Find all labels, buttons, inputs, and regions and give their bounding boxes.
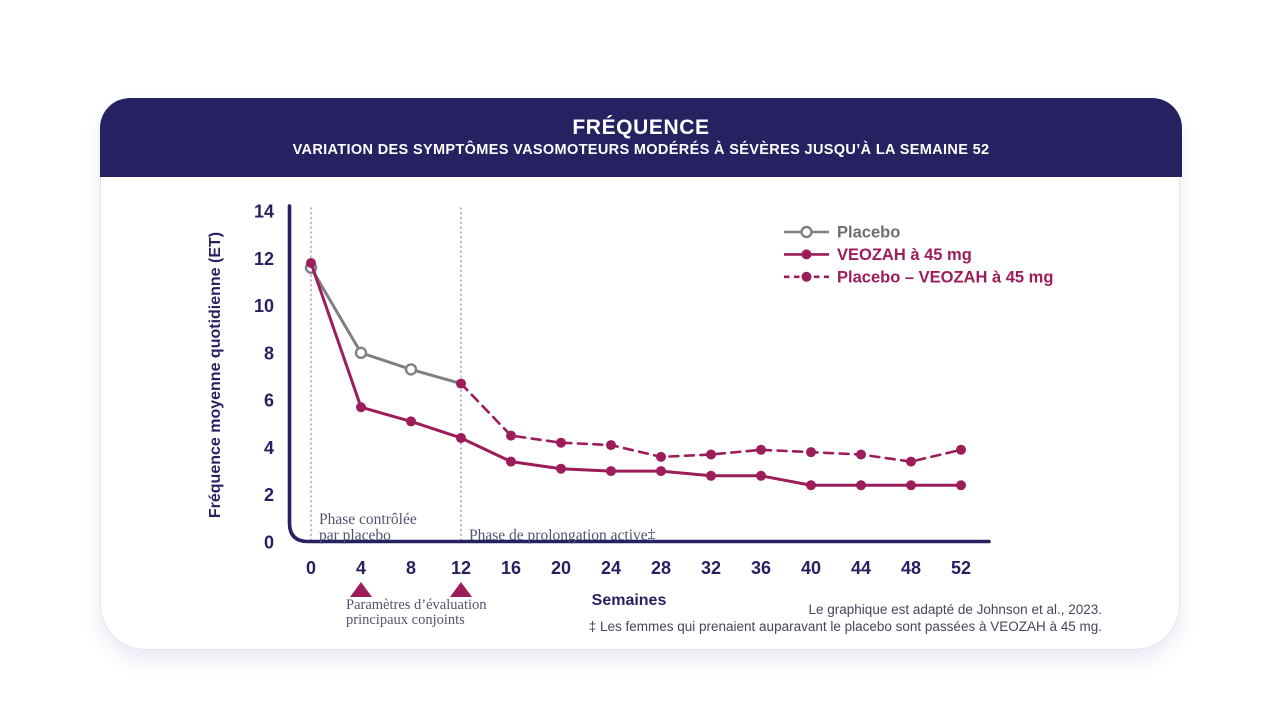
- x-tick-48: 48: [901, 558, 921, 578]
- footnote-dagger: ‡ Les femmes qui prenaient auparavant le…: [589, 619, 1102, 634]
- x-axis-title: Semaines: [592, 592, 667, 609]
- y-axis-tick-labels: 0 2 4 6 8 10 12 14: [254, 202, 274, 553]
- x-tick-28: 28: [651, 558, 671, 578]
- x-tick-16: 16: [501, 558, 521, 578]
- veozah-45-mg-point-week-8: [406, 416, 416, 427]
- placebo-veozah-45-mg-point-week-20: [556, 437, 566, 448]
- veozah-45-mg-point-week-44: [856, 480, 866, 491]
- chart-subtitle: VARIATION DES SYMPTÔMES VASOMOTEURS MODÉ…: [292, 142, 990, 159]
- y-axis-title: Fréquence moyenne quotidienne (ET): [207, 232, 224, 518]
- chart-title: FRÉQUENCE: [572, 116, 710, 140]
- legend-label-veozah-45-mg: VEOZAH à 45 mg: [837, 246, 972, 264]
- veozah-45-mg-point-week-36: [756, 470, 766, 481]
- coprimary-endpoint-triangles: [350, 582, 472, 597]
- veozah-45-mg-point-week-16: [506, 456, 516, 467]
- chart-card: FRÉQUENCE VARIATION DES SYMPTÔMES VASOMO…: [100, 98, 1182, 650]
- veozah-45-mg-point-week-40: [806, 480, 816, 491]
- x-axis-tick-labels: 0 4 8 12 16 20 24 28 32 36 40 44 48 52: [306, 558, 971, 578]
- veozah-45-mg-point-week-20: [556, 463, 566, 474]
- data-series: [304, 258, 966, 491]
- placebo-veozah-45-mg-point-week-44: [856, 449, 866, 460]
- y-tick-12: 12: [254, 249, 274, 269]
- x-tick-8: 8: [406, 558, 416, 578]
- veozah-45-mg-series: [306, 258, 966, 491]
- y-tick-0: 0: [264, 533, 274, 553]
- veozah-45-mg-point-week-4: [356, 402, 366, 413]
- reference-dotted-lines: [310, 207, 462, 542]
- legend-swatch-marker: [801, 271, 812, 282]
- placebo-veozah-45-mg-point-week-16: [506, 430, 516, 441]
- legend-swatch-marker: [800, 225, 813, 239]
- legend-label-placebo-veozah-45-mg: Placebo – VEOZAH à 45 mg: [837, 268, 1053, 286]
- legend-swatch-marker: [801, 249, 812, 260]
- footnote-adapted: Le graphique est adapté de Johnson et al…: [809, 602, 1102, 617]
- placebo-point-week-4: [354, 346, 368, 360]
- placebo-veozah-45-mg-point-week-36: [756, 444, 766, 455]
- placebo-veozah-45-mg-point-week-52: [956, 444, 966, 455]
- coprimary-label-line1: Paramètres d’évaluation: [346, 597, 487, 613]
- veozah-45-mg-point-week-0: [306, 258, 316, 269]
- x-tick-44: 44: [851, 558, 871, 578]
- y-tick-4: 4: [264, 438, 274, 458]
- card-header: FRÉQUENCE VARIATION DES SYMPTÔMES VASOMO…: [100, 98, 1182, 177]
- y-tick-6: 6: [264, 391, 274, 411]
- x-tick-32: 32: [701, 558, 721, 578]
- legend-item-veozah-45-mg: VEOZAH à 45 mg: [784, 246, 972, 264]
- placebo-veozah-45-mg-point-week-24: [606, 440, 616, 451]
- legend-item-placebo: Placebo: [784, 224, 900, 242]
- x-tick-24: 24: [601, 558, 621, 578]
- veozah-45-mg-point-week-32: [706, 470, 716, 481]
- x-tick-4: 4: [356, 558, 366, 578]
- legend-item-placebo-veozah-45-mg: Placebo – VEOZAH à 45 mg: [784, 268, 1053, 286]
- chart-axes: [287, 204, 991, 544]
- placebo-veozah-45-mg-point-week-32: [706, 449, 716, 460]
- legend-label-placebo: Placebo: [837, 224, 900, 242]
- y-tick-2: 2: [264, 485, 274, 505]
- veozah-45-mg-point-week-48: [906, 480, 916, 491]
- placebo-veozah-45-mg-point-week-12: [456, 378, 466, 389]
- placebo-point-week-8: [404, 363, 418, 376]
- placebo-veozah-45-mg-point-week-28: [656, 451, 666, 462]
- x-tick-0: 0: [306, 558, 316, 578]
- veozah-45-mg-point-week-52: [956, 480, 966, 491]
- phase2-label: Phase de prolongation active‡: [469, 527, 656, 544]
- phase1-label-line1: Phase contrôlée: [319, 511, 417, 528]
- y-tick-14: 14: [254, 202, 274, 222]
- coprimary-label-line2: principaux conjoints: [346, 612, 465, 628]
- placebo-series: [304, 261, 463, 386]
- placebo-veozah-45-mg-point-week-48: [906, 456, 916, 467]
- triangle-marker-week-4: [350, 582, 372, 597]
- placebo-veozah-45-mg-point-week-40: [806, 447, 816, 458]
- x-tick-12: 12: [451, 558, 471, 578]
- phase1-label-line2: par placebo: [319, 527, 391, 544]
- veozah-45-mg-point-week-12: [456, 432, 466, 443]
- x-tick-36: 36: [751, 558, 771, 578]
- veozah-45-mg-point-week-28: [656, 466, 666, 477]
- x-tick-20: 20: [551, 558, 571, 578]
- veozah-45-mg-point-week-24: [606, 466, 616, 477]
- y-tick-10: 10: [254, 296, 274, 316]
- placebo-veozah-45-mg-line: [459, 382, 963, 463]
- placebo-line: [309, 266, 463, 386]
- veozah-45-mg-line: [309, 261, 963, 487]
- placebo-veozah-45-mg-series: [456, 378, 966, 467]
- x-tick-40: 40: [801, 558, 821, 578]
- chart-legend: Placebo VEOZAH à 45 mg Placebo – VEOZAH à …: [784, 224, 1053, 286]
- y-tick-8: 8: [264, 343, 274, 363]
- triangle-marker-week-12: [450, 582, 472, 597]
- x-tick-52: 52: [951, 558, 971, 578]
